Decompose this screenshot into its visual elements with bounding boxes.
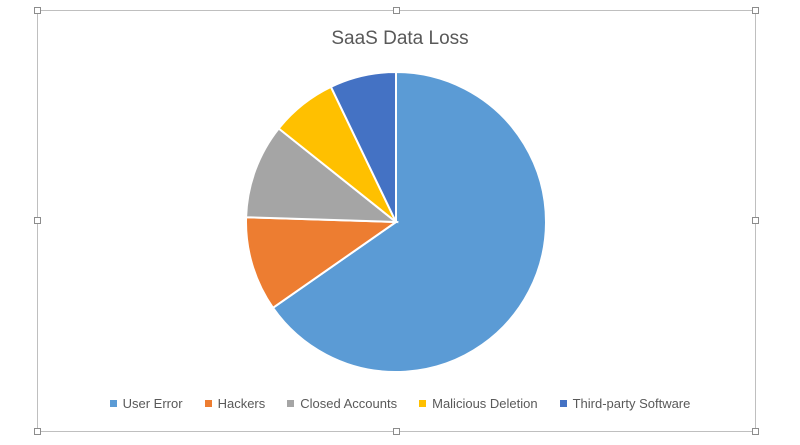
pie-slice-closed-accounts[interactable] — [245, 127, 399, 224]
legend-swatch — [559, 400, 567, 407]
resize-handle-bottom-left[interactable] — [34, 428, 41, 435]
legend-label: Hackers — [217, 396, 266, 411]
legend-label: Malicious Deletion — [432, 396, 538, 411]
resize-handle-top-right[interactable] — [752, 7, 759, 14]
resize-handle-bottom-center[interactable] — [393, 428, 400, 435]
legend-swatch — [204, 400, 212, 407]
legend-item-third-party-software[interactable]: Third-party Software — [559, 396, 691, 411]
legend-label: Closed Accounts — [300, 396, 398, 411]
legend-swatch — [109, 400, 117, 407]
legend-swatch — [287, 400, 295, 407]
resize-handle-middle-right[interactable] — [752, 217, 759, 224]
legend-label: Third-party Software — [572, 396, 691, 411]
pie-slice-user-error[interactable] — [271, 70, 547, 373]
legend-label: User Error — [122, 396, 183, 411]
legend-item-malicious-deletion[interactable]: Malicious Deletion — [419, 396, 538, 411]
pie-slice-third-party-software[interactable] — [329, 70, 397, 223]
chart-title[interactable]: SaaS Data Loss — [331, 28, 469, 49]
resize-handle-bottom-right[interactable] — [752, 428, 759, 435]
legend[interactable]: User Error Hackers Closed Accounts Maliciou… — [0, 396, 800, 411]
legend-item-closed-accounts[interactable]: Closed Accounts — [287, 396, 397, 411]
chart-area[interactable] — [34, 7, 759, 435]
legend-swatch — [419, 400, 427, 407]
legend-item-hackers[interactable]: Hackers — [204, 396, 266, 411]
legend-item-user-error[interactable]: User Error — [109, 396, 183, 411]
pie-slice-hackers[interactable] — [245, 216, 400, 310]
resize-handle-top-left[interactable] — [34, 7, 41, 14]
resize-handle-top-center[interactable] — [393, 7, 400, 14]
resize-handle-middle-left[interactable] — [34, 217, 41, 224]
